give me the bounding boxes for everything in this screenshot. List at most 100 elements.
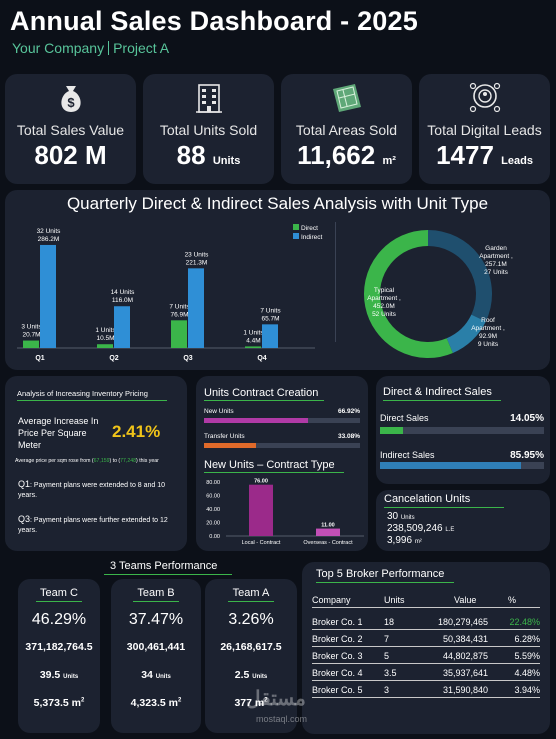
legend-swatch xyxy=(293,233,299,239)
transfer-units-bar xyxy=(204,443,256,448)
table-cell: 50,384,431 xyxy=(442,634,488,644)
team-sales: 300,461,441 xyxy=(126,641,186,653)
donut-slice-label: 9 Units xyxy=(478,341,499,348)
cancel-value: 238,509,246 L.E xyxy=(387,523,455,534)
donut-slice-label: Apartment , xyxy=(471,325,505,332)
kpi-card-units: Total Units Sold 88 Units xyxy=(143,74,274,184)
table-cell: 6.28% xyxy=(514,634,540,644)
bar-direct-q4 xyxy=(245,346,261,348)
table-cell: 18 xyxy=(384,617,395,627)
company-name: Your Company xyxy=(12,40,105,56)
broker-title: Top 5 Broker Performance xyxy=(316,568,445,580)
table-cell: 3.5 xyxy=(384,668,397,678)
kpi-label: Total Digital Leads xyxy=(427,122,542,138)
bar-direct-q1 xyxy=(23,340,39,348)
x-tick-label: Local - Contract xyxy=(242,540,281,546)
bar-indirect-q2 xyxy=(114,306,130,348)
bar-value-label: 76.00 xyxy=(254,479,268,485)
table-row: Broker Co. 1 18 180,279,465 22.48% xyxy=(312,614,540,630)
y-tick-label: 60.00 xyxy=(206,494,220,500)
kpi-value: 88 Units xyxy=(176,140,241,170)
table-cell: Broker Co. 1 xyxy=(312,617,363,627)
indirect-sales-pct: 85.95% xyxy=(510,450,544,461)
x-tick-label: Q2 xyxy=(109,355,118,362)
teams-title: 3 Teams Performance xyxy=(110,560,218,572)
y-tick-label: 80.00 xyxy=(206,480,220,486)
direct-indirect-title: Direct & Indirect Sales xyxy=(383,386,492,398)
inventory-q1-note: Q1: Payment plans were extended to 8 and… xyxy=(18,479,166,499)
donut-slice-label: 27 Units xyxy=(484,269,509,276)
inventory-note: Average price per sqm rose from (67,159)… xyxy=(15,458,159,464)
cancel-area: 3,996 m² xyxy=(387,535,422,546)
watermark-logo: مستقل xyxy=(246,688,306,710)
bar-value-label: 10.5M xyxy=(96,335,114,342)
table-cell: 3 xyxy=(384,685,390,695)
legend-swatch xyxy=(293,224,299,230)
bar-indirect-q1 xyxy=(40,244,56,348)
team-units: 39.5 Units xyxy=(39,669,79,681)
donut-slice xyxy=(427,230,492,322)
kpi-label: Total Areas Sold xyxy=(295,122,398,138)
donut-slice-label: Apartment , xyxy=(479,253,513,260)
bar-value-label: 116.0M xyxy=(112,297,133,304)
bar-units-label: 1 Units xyxy=(243,329,264,336)
cancelation-panel: Cancelation Units 30 Units 238,509,246 L… xyxy=(376,490,550,551)
team-area: 377 m2 xyxy=(234,697,268,709)
table-row: Broker Co. 3 5 44,802,875 5.59% xyxy=(312,648,540,664)
team-name: Team A xyxy=(232,587,270,599)
inventory-label: Average Increase In Price Per Square Met… xyxy=(18,416,99,450)
y-tick-label: 40.00 xyxy=(206,507,220,513)
quarterly-title: Quarterly Direct & Indirect Sales Analys… xyxy=(66,194,489,213)
donut-slice-label: Apartment , xyxy=(367,295,401,302)
donut-slice-label: Roof xyxy=(481,317,495,324)
bar-value-label: 11.00 xyxy=(321,523,334,529)
team-area: 4,323.5 m2 xyxy=(130,697,182,709)
contract-type-bar xyxy=(316,528,340,536)
team-card-a: Team A 3.26% 26,168,617.5 2.5 Units 377 … xyxy=(205,579,297,733)
money-bag-icon: $ xyxy=(60,86,81,112)
table-header-cell: Value xyxy=(454,595,477,605)
donut-slice-label: Typical xyxy=(374,287,395,294)
indirect-sales-label: Indirect Sales xyxy=(380,450,435,460)
kpi-value: 11,662 m² xyxy=(297,140,396,170)
table-cell: 5.59% xyxy=(514,651,540,661)
donut-slice-label: 92.9M xyxy=(479,333,497,340)
kpi-card-areas: Total Areas Sold 11,662 m² xyxy=(281,74,412,184)
new-units-bar xyxy=(204,418,309,423)
svg-text:$: $ xyxy=(67,95,75,110)
transfer-units-label: Transfer Units xyxy=(204,433,245,440)
inventory-value: 2.41% xyxy=(112,422,161,441)
contract-type-bar xyxy=(249,484,273,536)
table-cell: 5 xyxy=(384,651,390,661)
legend-label: Indirect xyxy=(301,234,323,241)
team-pct: 37.47% xyxy=(128,611,184,628)
leads-icon xyxy=(469,82,500,113)
table-header-cell: Company xyxy=(312,595,351,605)
kpi-label: Total Sales Value xyxy=(16,122,125,138)
indirect-sales-bar xyxy=(380,462,521,469)
table-cell: 7 xyxy=(384,634,390,644)
bar-value-label: 4.4M xyxy=(246,337,260,344)
donut-slice-label: Garden xyxy=(485,245,507,252)
legend-label: Direct xyxy=(301,225,318,232)
table-cell: 35,937,641 xyxy=(442,668,488,678)
direct-sales-label: Direct Sales xyxy=(380,413,429,423)
bar-units-label: 7 Units xyxy=(260,307,281,314)
direct-sales-pct: 14.05% xyxy=(510,413,544,424)
table-row: Broker Co. 5 3 31,590,840 3.94% xyxy=(312,682,540,698)
x-tick-label: Q4 xyxy=(257,355,266,362)
inventory-q3-note: Q3: Payment plans were further extended … xyxy=(18,514,168,534)
x-tick-label: Q1 xyxy=(35,355,44,362)
kpi-value: 1477 Leads xyxy=(436,140,533,170)
bar-value-label: 76.9M xyxy=(170,311,188,318)
building-icon xyxy=(195,84,222,113)
team-card-c: Team C 46.29% 371,182,764.5 39.5 Units 5… xyxy=(18,579,100,733)
table-header-row: Company Units Value% xyxy=(312,592,540,608)
team-pct: 3.26% xyxy=(228,611,274,628)
kpi-value: 802 M xyxy=(34,140,107,170)
table-cell: 44,802,875 xyxy=(442,651,488,661)
page-title: Annual Sales Dashboard - 2025 xyxy=(10,6,418,36)
bar-units-label: 3 Units xyxy=(21,324,42,331)
team-card-b: Team B 37.47% 300,461,441 34 Units 4,323… xyxy=(111,579,201,733)
watermark-domain: mostaql.com xyxy=(256,714,308,724)
